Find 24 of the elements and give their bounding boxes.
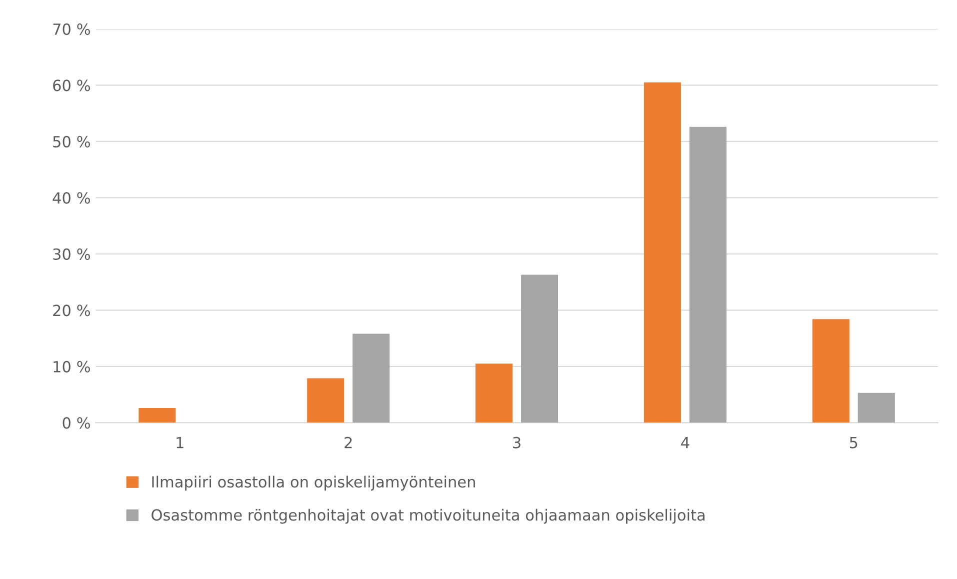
y-tick-label: 70 %: [53, 23, 90, 35]
y-tick-label: 10 %: [54, 360, 90, 372]
x-tick-label: 5: [850, 437, 858, 448]
x-tick-label: 2: [344, 436, 352, 448]
x-tick-label: 1: [176, 437, 184, 448]
x-tick-label: 3: [513, 436, 520, 448]
x-tick-label: 4: [681, 437, 690, 448]
bar: [138, 408, 176, 423]
bar: [644, 82, 681, 423]
legend-label: Osastomme röntgenhoitajat ovat motivoituneita ohjaamaan opiskelijoita: [152, 508, 705, 524]
bar: [352, 334, 390, 423]
y-tick-label: 30 %: [53, 248, 90, 260]
y-tick-label: 50 %: [53, 136, 90, 148]
legend-label: Ilmapiiri osastolla on opiskelijamyönteinen: [152, 476, 475, 491]
y-tick-label: 0 %: [62, 417, 90, 429]
bar: [520, 274, 558, 423]
bar: [689, 126, 726, 423]
bar: [476, 364, 513, 423]
y-tick-label: 20 %: [53, 304, 90, 316]
y-tick-label: 40 %: [52, 192, 90, 204]
bar: [858, 392, 895, 423]
bar: [812, 319, 850, 423]
y-tick-label: 60 %: [53, 80, 90, 92]
bar: [307, 378, 344, 423]
